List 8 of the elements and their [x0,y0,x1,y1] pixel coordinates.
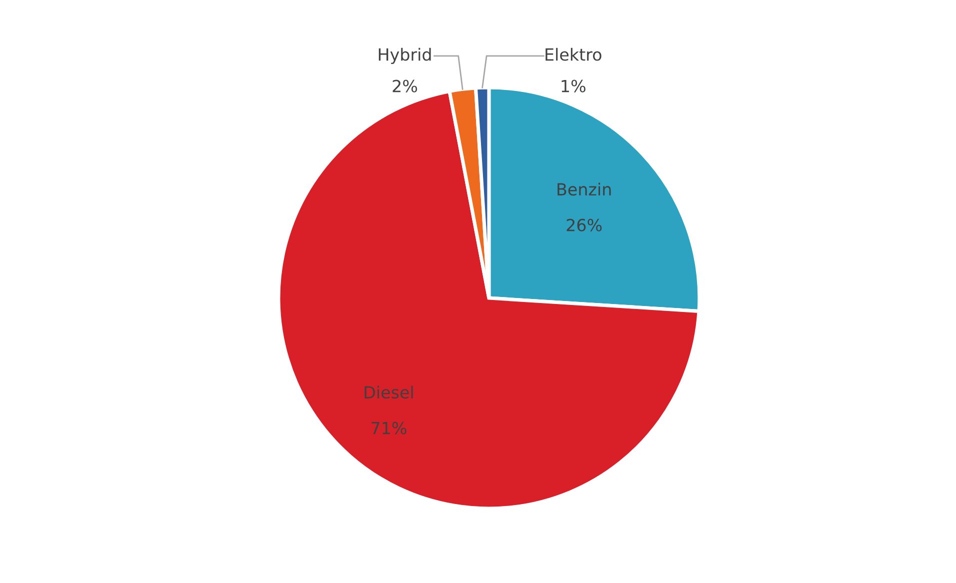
data-label: 26% [566,218,602,232]
slice-label: Benzin [558,182,611,196]
slice-label: Elektro [546,48,602,61]
data-label: 1% [562,80,586,92]
slice-label: Hybrid [378,48,431,64]
slice-label: Diesel [364,386,413,399]
data-label: 71% [372,422,406,434]
data-label: 2% [392,80,418,92]
